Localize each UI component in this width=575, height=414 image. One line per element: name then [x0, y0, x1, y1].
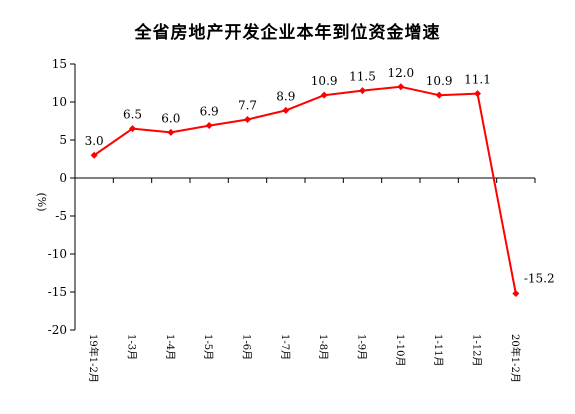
y-ticks: 15 10 5 0 -5 -10 -15 -20 [48, 57, 75, 337]
y-tick-label: -15 [48, 285, 67, 299]
series-line [93, 85, 517, 294]
data-label: 10.9 [311, 74, 338, 88]
data-label: 6.0 [161, 111, 180, 125]
x-tick-label: 1-5月 [202, 334, 214, 360]
data-point [435, 91, 443, 99]
data-label: 3.0 [85, 134, 104, 148]
y-tick-label: 10 [52, 95, 67, 109]
x-tick-label: 1-8月 [317, 334, 329, 360]
axes [74, 64, 535, 330]
y-tick-label: 15 [52, 57, 67, 71]
y-tick-label: -10 [48, 247, 67, 261]
data-point [320, 91, 328, 99]
data-point [282, 106, 290, 114]
x-tick-label: 1-9月 [356, 334, 368, 360]
data-label: 6.5 [123, 108, 142, 122]
data-point [129, 125, 136, 133]
data-labels: 3.0 6.5 6.0 6.9 7.7 8.9 10.9 11.5 12.0 10.9 11.1 -1… [85, 66, 555, 286]
x-tick-label: 1-10月 [394, 334, 406, 366]
data-label: -15.2 [524, 272, 555, 286]
data-point [167, 128, 175, 136]
data-label: 6.9 [200, 105, 219, 119]
data-point [512, 290, 520, 298]
data-point [90, 151, 98, 159]
data-point [474, 90, 481, 98]
data-point [397, 83, 405, 91]
series [90, 83, 520, 298]
x-tick-label: 1-3月 [126, 334, 138, 360]
x-tick-label: 1-6月 [241, 334, 253, 360]
data-label: 11.1 [464, 73, 491, 87]
data-label: 7.7 [238, 98, 257, 112]
x-tick-label: 1-4月 [164, 334, 176, 360]
x-tick-label: 1-12月 [471, 334, 483, 366]
x-tick-label: 1-11月 [432, 334, 444, 366]
data-label: 12.0 [387, 66, 414, 80]
y-axis-label: (%) [35, 192, 48, 211]
x-ticks: 19年1-2月 1-3月 1-4月 1-5月 1-6月 1-7月 1-8月 1-9月 1-10月… [74, 178, 536, 383]
x-tick-label: 20年1-2月 [509, 334, 522, 383]
y-tick-label: -5 [55, 209, 67, 223]
data-label: 11.5 [349, 70, 376, 84]
data-point [359, 87, 366, 95]
y-tick-label: 5 [59, 133, 67, 147]
y-tick-label: -20 [48, 323, 67, 337]
y-tick-label: 0 [59, 171, 67, 185]
x-tick-label: 19年1-2月 [87, 334, 100, 383]
data-point [205, 122, 213, 130]
data-label: 8.9 [276, 89, 295, 103]
data-point [244, 115, 251, 123]
data-label: 10.9 [426, 74, 453, 88]
x-tick-label: 1-7月 [279, 334, 291, 360]
chart-title: 全省房地产开发企业本年到位资金增速 [134, 23, 441, 43]
